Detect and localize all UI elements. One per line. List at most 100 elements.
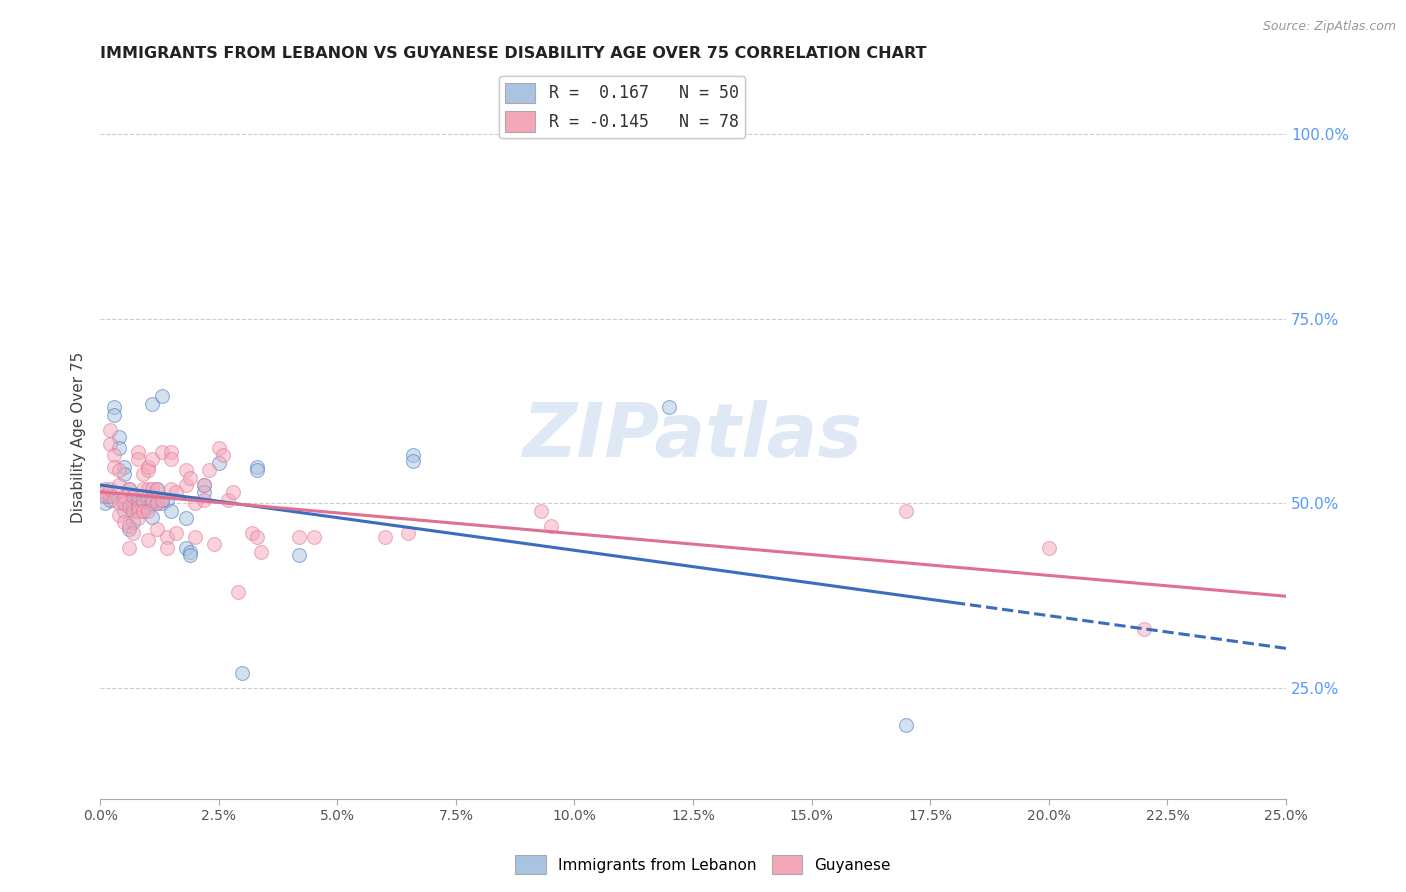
Point bbox=[117, 522, 139, 536]
Point bbox=[208, 441, 231, 455]
Point bbox=[98, 489, 121, 503]
Point bbox=[136, 459, 159, 474]
Point bbox=[103, 408, 125, 422]
Point bbox=[112, 489, 135, 503]
Point bbox=[217, 492, 239, 507]
Point bbox=[108, 441, 131, 455]
Point bbox=[146, 482, 169, 496]
Point bbox=[117, 518, 139, 533]
Point bbox=[160, 482, 183, 496]
Point bbox=[122, 526, 145, 541]
Point bbox=[117, 482, 139, 496]
Point bbox=[141, 492, 163, 507]
Point bbox=[896, 504, 918, 518]
Point bbox=[174, 511, 197, 525]
Point bbox=[174, 463, 197, 477]
Point bbox=[122, 504, 145, 518]
Point bbox=[141, 496, 163, 510]
Text: IMMIGRANTS FROM LEBANON VS GUYANESE DISABILITY AGE OVER 75 CORRELATION CHART: IMMIGRANTS FROM LEBANON VS GUYANESE DISA… bbox=[100, 46, 927, 62]
Point bbox=[127, 452, 149, 467]
Point bbox=[179, 470, 201, 484]
Point bbox=[132, 504, 155, 518]
Point bbox=[127, 444, 149, 458]
Point bbox=[122, 500, 145, 515]
Point bbox=[146, 522, 169, 536]
Point bbox=[103, 401, 125, 415]
Point bbox=[374, 530, 396, 544]
Point bbox=[94, 489, 117, 503]
Point bbox=[1132, 622, 1154, 636]
Point bbox=[108, 496, 131, 510]
Point bbox=[103, 459, 125, 474]
Point bbox=[122, 489, 145, 503]
Point bbox=[98, 423, 121, 437]
Point bbox=[122, 515, 145, 529]
Point bbox=[136, 492, 159, 507]
Point bbox=[127, 500, 149, 515]
Point bbox=[208, 456, 231, 470]
Point bbox=[94, 496, 117, 510]
Point bbox=[222, 485, 245, 500]
Point bbox=[165, 485, 187, 500]
Point bbox=[132, 504, 155, 518]
Point bbox=[212, 449, 235, 463]
Point bbox=[184, 530, 207, 544]
Point bbox=[193, 485, 215, 500]
Point bbox=[231, 666, 253, 681]
Point bbox=[103, 449, 125, 463]
Point bbox=[136, 482, 159, 496]
Point bbox=[150, 444, 173, 458]
Point bbox=[193, 478, 215, 492]
Point bbox=[141, 491, 163, 505]
Point bbox=[150, 492, 173, 507]
Point bbox=[108, 430, 131, 444]
Point bbox=[402, 449, 425, 463]
Point bbox=[155, 530, 177, 544]
Point bbox=[150, 389, 173, 403]
Point bbox=[146, 496, 169, 510]
Point bbox=[896, 718, 918, 732]
Point bbox=[398, 526, 420, 541]
Point bbox=[94, 489, 117, 503]
Point bbox=[155, 492, 177, 507]
Legend: Immigrants from Lebanon, Guyanese: Immigrants from Lebanon, Guyanese bbox=[509, 849, 897, 880]
Point bbox=[402, 454, 425, 468]
Point bbox=[160, 504, 183, 518]
Point bbox=[150, 496, 173, 510]
Point bbox=[108, 478, 131, 492]
Point bbox=[160, 452, 183, 467]
Point bbox=[98, 492, 121, 507]
Point bbox=[94, 482, 117, 496]
Point bbox=[302, 530, 325, 544]
Point bbox=[155, 541, 177, 555]
Point bbox=[146, 496, 169, 510]
Point bbox=[132, 482, 155, 496]
Point bbox=[141, 452, 163, 467]
Point bbox=[179, 544, 201, 558]
Point bbox=[1038, 541, 1060, 555]
Point bbox=[146, 482, 169, 496]
Point bbox=[112, 504, 135, 518]
Point bbox=[141, 397, 163, 411]
Point bbox=[174, 478, 197, 492]
Point bbox=[112, 515, 135, 529]
Point bbox=[117, 500, 139, 515]
Text: Source: ZipAtlas.com: Source: ZipAtlas.com bbox=[1263, 20, 1396, 33]
Point bbox=[288, 530, 311, 544]
Point bbox=[193, 478, 215, 492]
Point bbox=[184, 496, 207, 510]
Point bbox=[288, 548, 311, 562]
Point bbox=[150, 492, 173, 507]
Point bbox=[98, 482, 121, 496]
Y-axis label: Disability Age Over 75: Disability Age Over 75 bbox=[72, 351, 86, 523]
Point bbox=[132, 496, 155, 510]
Point bbox=[658, 401, 681, 415]
Point bbox=[141, 509, 163, 524]
Point bbox=[246, 459, 269, 474]
Point bbox=[127, 496, 149, 510]
Point bbox=[198, 463, 221, 477]
Point bbox=[122, 489, 145, 503]
Point bbox=[103, 492, 125, 507]
Legend: R =  0.167   N = 50, R = -0.145   N = 78: R = 0.167 N = 50, R = -0.145 N = 78 bbox=[499, 76, 745, 138]
Point bbox=[540, 518, 562, 533]
